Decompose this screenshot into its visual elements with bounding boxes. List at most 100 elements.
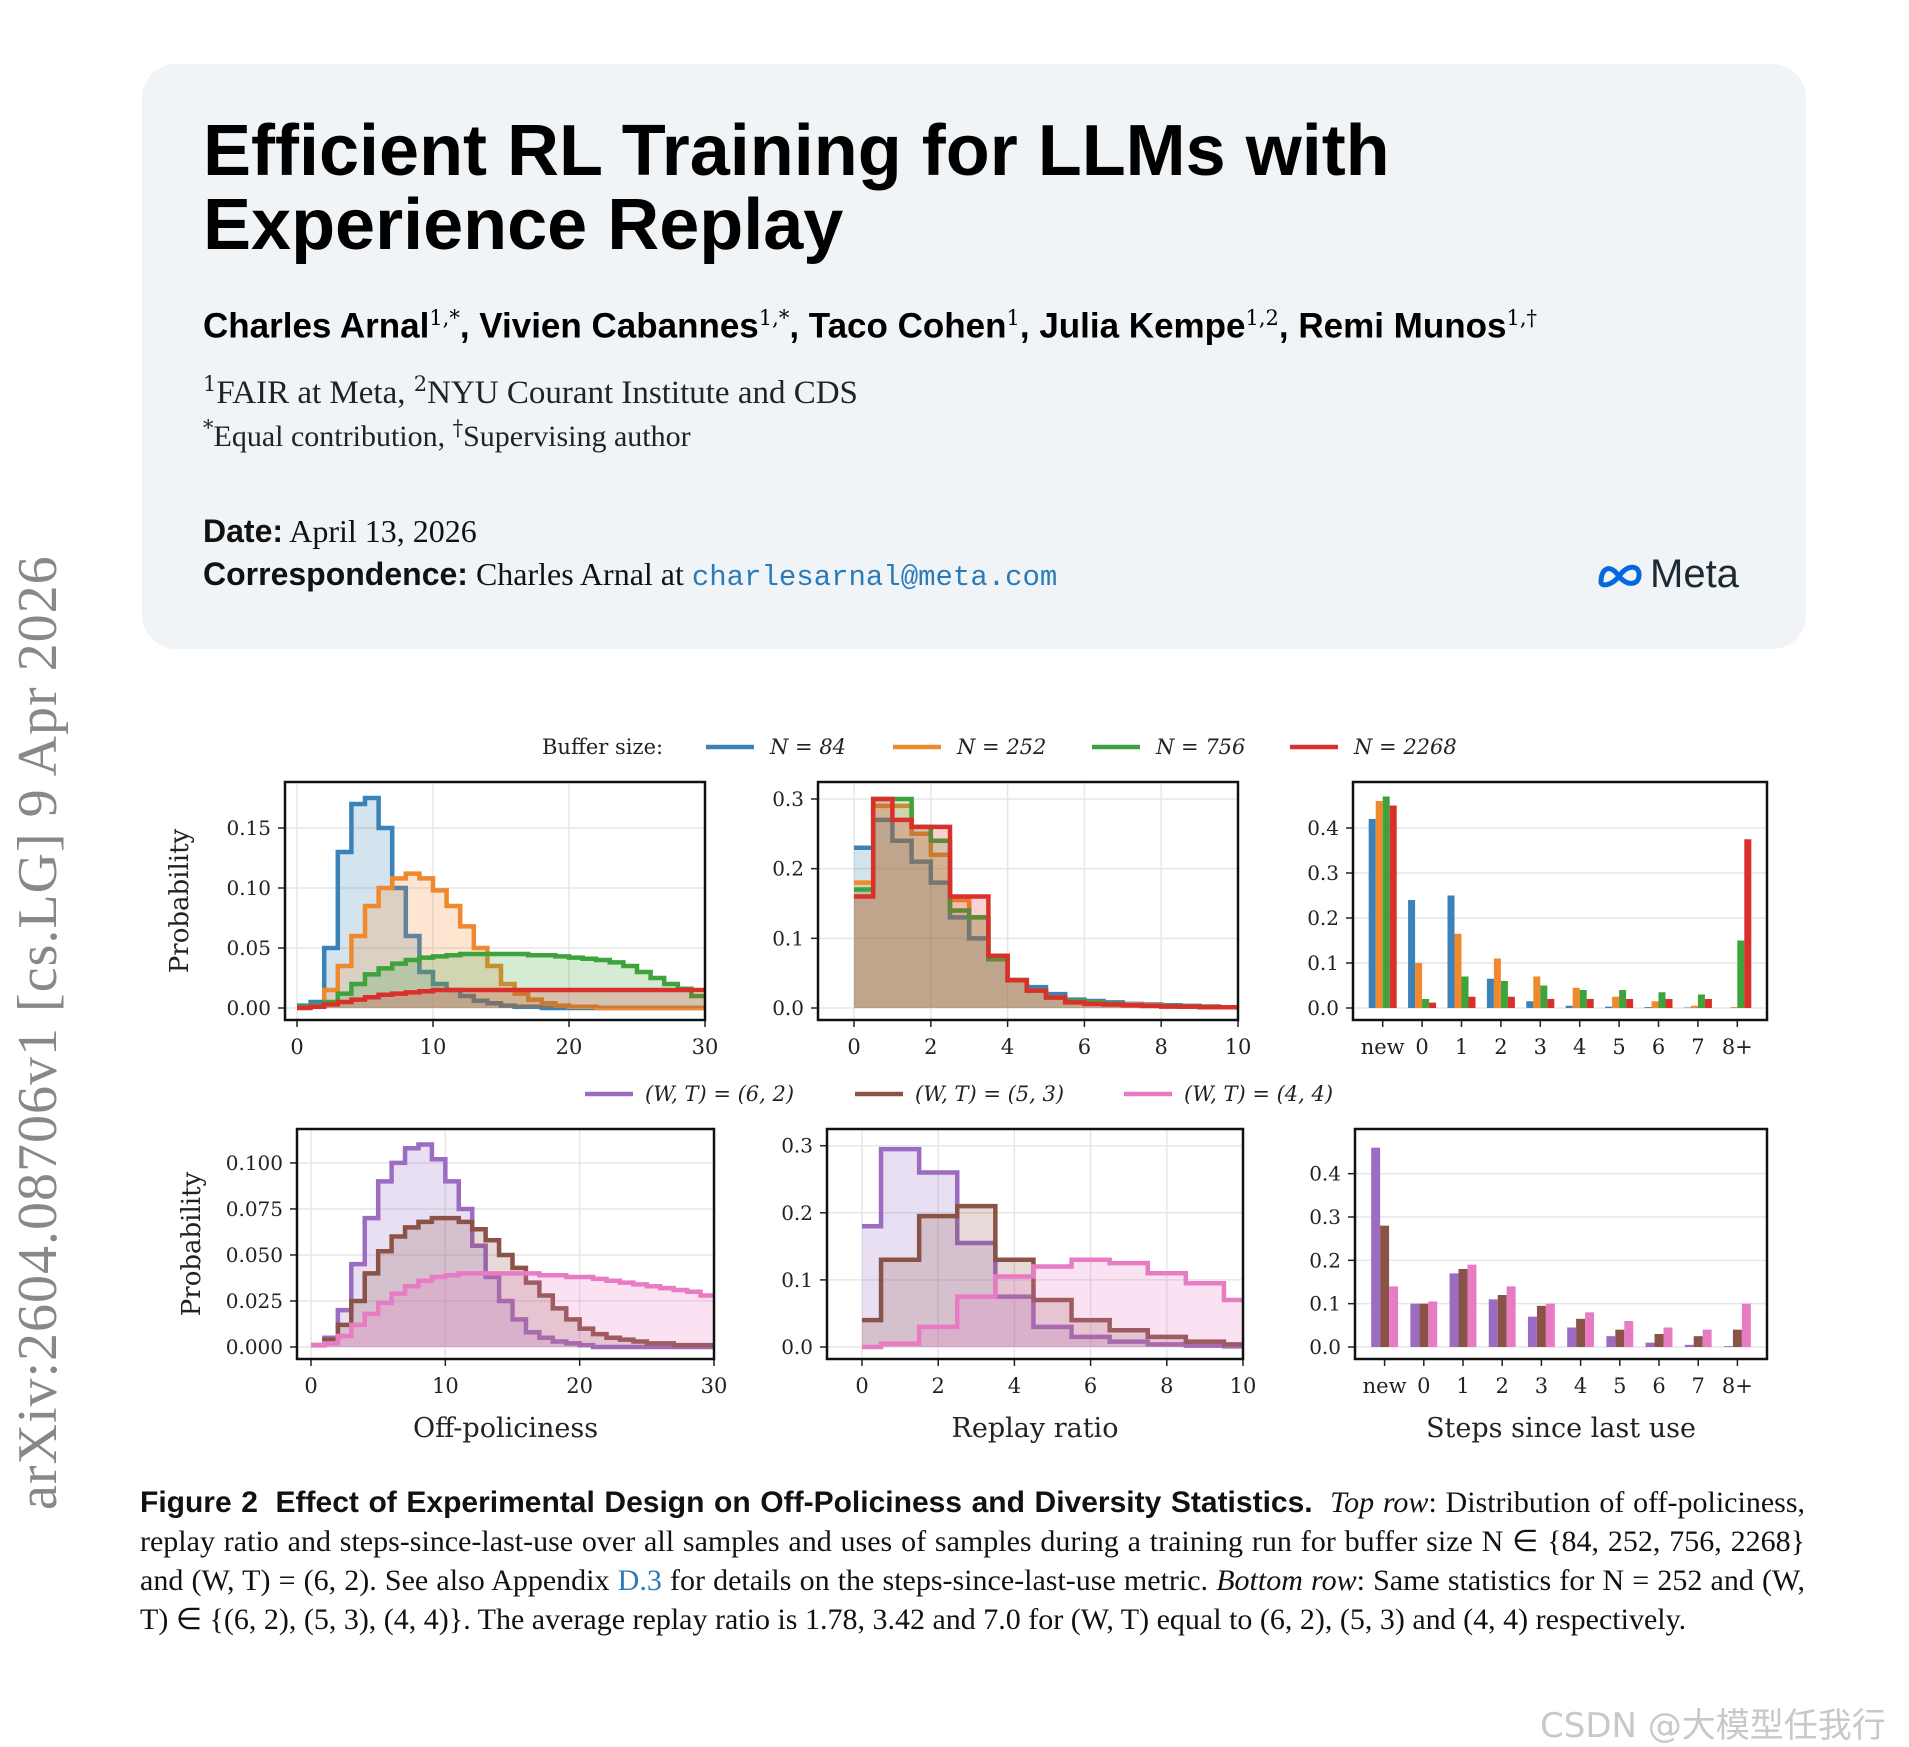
axes-frame — [283, 780, 707, 1022]
bar — [1732, 1329, 1742, 1347]
bar — [1704, 999, 1712, 1008]
correspondence-label: Correspondence: — [203, 556, 468, 592]
legend-title: Buffer size: — [542, 735, 663, 759]
correspondence-name: Charles Arnal at — [475, 556, 692, 592]
series-area — [311, 1144, 714, 1347]
date-value: April 13, 2026 — [289, 513, 477, 549]
x-tick-label: 3 — [1534, 1035, 1547, 1059]
axes-frame — [1353, 1127, 1769, 1361]
series-area — [297, 798, 705, 1008]
y-tick-label: 0.000 — [226, 1335, 283, 1359]
x-tick-label: 4 — [1574, 1374, 1587, 1398]
bar — [1702, 1329, 1712, 1347]
y-tick-label: 0.3 — [1309, 1205, 1341, 1229]
bar — [1468, 996, 1476, 1008]
y-axis-label: Probability — [177, 1171, 207, 1316]
y-tick-label: 0.4 — [1309, 1162, 1341, 1186]
bar — [1663, 1327, 1673, 1347]
series-line — [854, 796, 1238, 1010]
chart-panel-4 — [290, 1127, 716, 1366]
bar — [1533, 976, 1541, 1008]
affil-sup: 2 — [413, 372, 428, 396]
meta-logo-text: Meta — [1650, 552, 1739, 596]
appendix-link[interactable]: D.3 — [617, 1564, 662, 1597]
bar — [1576, 1318, 1586, 1347]
bar — [1380, 1225, 1390, 1347]
bar — [1744, 839, 1752, 1008]
paper-title: Efficient RL Training for LLMs with Expe… — [203, 114, 1603, 262]
bar — [1389, 1286, 1399, 1347]
x-tick-label: 30 — [701, 1374, 728, 1398]
bar — [1684, 1344, 1694, 1347]
bar — [1507, 996, 1515, 1008]
x-tick-label: 4 — [1008, 1374, 1021, 1398]
bar — [1547, 999, 1555, 1008]
bar — [1619, 990, 1627, 1008]
correspondence-email-link[interactable]: charlesarnal@meta.com — [691, 561, 1058, 594]
bar — [1645, 1342, 1655, 1347]
author-notes: *Equal contribution, †Supervising author — [203, 416, 691, 454]
y-tick-label: 0.2 — [1307, 906, 1339, 930]
x-tick-label: 1 — [1456, 1374, 1469, 1398]
bar — [1693, 1336, 1703, 1347]
y-tick-label: 0.2 — [781, 1201, 813, 1225]
x-tick-label: 7 — [1691, 1035, 1704, 1059]
y-tick-label: 0.0 — [1307, 996, 1339, 1020]
meta-infinity-icon — [1598, 564, 1642, 587]
bar — [1429, 1002, 1437, 1008]
x-tick-label: 10 — [432, 1374, 459, 1398]
bar — [1624, 1321, 1634, 1347]
y-tick-label: 0.00 — [226, 996, 271, 1020]
x-tick-label: 8+ — [1722, 1374, 1753, 1398]
y-tick-label: 0.025 — [226, 1289, 283, 1313]
header-card — [142, 64, 1806, 649]
y-tick-label: 0.2 — [772, 857, 804, 881]
x-tick-label: 2 — [1496, 1374, 1509, 1398]
author-name: Taco Cohen — [808, 306, 1007, 346]
y-axis-label: Probability — [165, 828, 195, 973]
bar — [1422, 999, 1430, 1008]
bar — [1690, 1005, 1698, 1008]
x-tick-label: 0 — [1417, 1374, 1430, 1398]
bar — [1606, 1336, 1616, 1347]
author-sup: 1,† — [1506, 306, 1537, 330]
caption-text-2: for details on the steps-since-last-use … — [661, 1564, 1217, 1597]
bar — [1382, 796, 1390, 1008]
y-tick-label: 0.3 — [781, 1134, 813, 1158]
legend-label: N = 756 — [1155, 735, 1245, 759]
bar — [1585, 1312, 1595, 1347]
bar — [1741, 1303, 1751, 1347]
series-area — [311, 1273, 714, 1347]
bar — [1461, 976, 1469, 1008]
bar — [1500, 981, 1508, 1008]
bar — [1605, 1006, 1613, 1008]
x-tick-label: 5 — [1613, 1374, 1626, 1398]
x-tick-label: 0 — [304, 1374, 317, 1398]
bar — [1527, 1316, 1537, 1347]
bar — [1375, 801, 1383, 1008]
y-tick-label: 0.10 — [226, 876, 271, 900]
author-name: Remi Munos — [1298, 306, 1507, 346]
affiliation-1: FAIR at Meta, — [216, 375, 414, 411]
axes-frame — [825, 1127, 1245, 1361]
series-line — [862, 1203, 1243, 1347]
series-area — [297, 873, 705, 1008]
bar — [1697, 994, 1705, 1008]
y-tick-label: 0.0 — [781, 1335, 813, 1359]
bar — [1467, 1264, 1477, 1347]
y-tick-label: 0.3 — [772, 787, 804, 811]
x-tick-label: 4 — [1001, 1035, 1014, 1059]
series-line — [862, 1257, 1243, 1350]
axes-frame — [816, 780, 1240, 1022]
author-sup: 1,2 — [1245, 306, 1279, 330]
bar — [1536, 1305, 1546, 1347]
y-tick-label: 0.075 — [226, 1197, 283, 1221]
x-tick-label: 20 — [556, 1035, 583, 1059]
x-tick-label: 3 — [1535, 1374, 1548, 1398]
bar — [1497, 1295, 1507, 1347]
x-tick-label: new — [1363, 1374, 1407, 1398]
legend-label: (W, T) = (4, 4) — [1184, 1082, 1333, 1106]
bar — [1408, 900, 1416, 1008]
author-name: Vivien Cabannes — [479, 306, 759, 346]
